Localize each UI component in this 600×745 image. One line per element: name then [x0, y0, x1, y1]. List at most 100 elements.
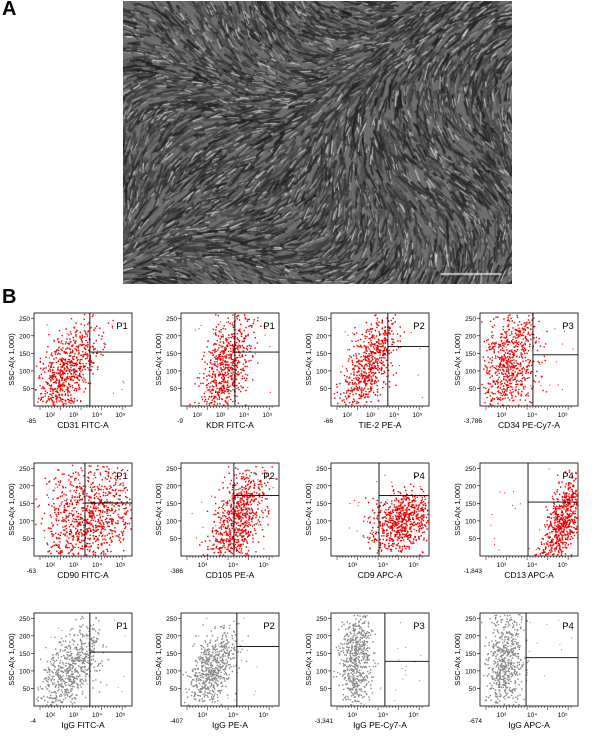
outlier-dot — [232, 644, 234, 646]
x-axis-label: IgG FITC-A — [61, 720, 105, 730]
dot-cloud — [362, 476, 430, 557]
x-tick-label: 10⁴ — [378, 562, 388, 569]
outlier-dot — [73, 681, 75, 683]
cell-culture-micrograph — [123, 1, 512, 284]
outlier-dot — [123, 676, 125, 678]
outlier-dot — [559, 644, 561, 646]
outlier-dot — [554, 328, 556, 330]
outlier-dot — [391, 512, 393, 514]
outlier-dot — [357, 505, 359, 507]
x-tick-label: 10² — [193, 412, 203, 419]
outlier-dot — [561, 343, 563, 345]
outlier-dot — [253, 321, 255, 323]
outlier-dot — [269, 345, 271, 347]
outlier-dot — [497, 356, 499, 358]
x-tick-label: 10⁵ — [558, 712, 568, 719]
outlier-dot — [505, 371, 507, 373]
panel-b-label: B — [2, 286, 17, 308]
outlier-dot — [78, 479, 80, 481]
outlier-dot — [514, 508, 516, 510]
outlier-dot — [357, 361, 359, 363]
x-tick-label: 10² — [46, 712, 56, 719]
x-axis-label: CD9 APC-A — [358, 570, 403, 580]
outlier-dot — [105, 684, 107, 686]
x-tick-label: 10⁵ — [409, 712, 419, 719]
outlier-dot — [269, 391, 271, 393]
outlier-dot — [500, 394, 502, 396]
outlier-dot — [214, 692, 216, 694]
outlier-dot — [526, 333, 528, 335]
y-axis-label: SSC-A(x 1,000) — [453, 483, 462, 536]
x-tick-label: 10⁵ — [558, 562, 568, 569]
plot-frame — [479, 312, 579, 407]
x-axis-label: TIE-2 PE-A — [359, 420, 402, 430]
y-tick-label: 250 — [316, 316, 327, 323]
outlier-dot — [53, 339, 55, 341]
outlier-dot — [367, 622, 369, 624]
outlier-dot — [504, 492, 506, 494]
outlier-dot — [374, 512, 376, 514]
outlier-dot — [370, 630, 372, 632]
outlier-dot — [380, 687, 382, 689]
outlier-dot — [490, 335, 492, 337]
outlier-dot — [347, 388, 349, 390]
y-tick-label: 150 — [465, 651, 476, 658]
outlier-dot — [109, 533, 111, 535]
y-tick-label: 200 — [19, 333, 30, 340]
y-tick-label: 200 — [166, 633, 177, 640]
outlier-dot — [423, 539, 425, 541]
outlier-dot — [420, 486, 422, 488]
outlier-dot — [97, 350, 99, 352]
outlier-dot — [123, 382, 125, 384]
outlier-dot — [356, 530, 358, 532]
outlier-dot — [48, 357, 50, 359]
dot-cloud — [481, 614, 530, 707]
outlier-dot — [528, 651, 530, 653]
dot-cloud — [534, 469, 579, 557]
outlier-dot — [547, 533, 549, 535]
event-dots — [36, 615, 110, 707]
outlier-dot — [206, 617, 208, 619]
outlier-dot — [238, 501, 240, 503]
y-tick-label: 50 — [23, 386, 31, 393]
x-tick-label: 10⁵ — [115, 712, 125, 719]
flow-cytometry-grid: 50 100 150 200 250 10² 10³ 10⁴ 10⁵ -85 CD31 FITC-A… — [7, 312, 579, 730]
outlier-dot — [528, 547, 530, 549]
y-tick-label: 50 — [320, 386, 328, 393]
outlier-dot — [221, 347, 223, 349]
outlier-dot — [220, 321, 222, 323]
x-min-label: -9 — [177, 418, 183, 425]
outlier-dot — [353, 678, 355, 680]
plot-frame — [479, 462, 579, 557]
outlier-dot — [236, 388, 238, 390]
outlier-dot — [247, 521, 249, 523]
y-tick-label: 50 — [469, 386, 477, 393]
gate-label: P2 — [413, 321, 425, 332]
x-tick-label: 10⁴ — [527, 562, 537, 569]
plot-frame — [330, 612, 430, 707]
outlier-dot — [94, 497, 96, 499]
outlier-dot — [405, 665, 407, 667]
y-tick-label: 250 — [166, 616, 177, 623]
outlier-dot — [491, 513, 493, 515]
y-tick-label: 150 — [166, 351, 177, 358]
outlier-dot — [394, 700, 396, 702]
outlier-dot — [50, 636, 52, 638]
outlier-dot — [198, 328, 200, 330]
outlier-dot — [565, 623, 567, 625]
x-tick-label: 10² — [46, 412, 56, 419]
outlier-dot — [246, 488, 248, 490]
outlier-dot — [200, 325, 202, 327]
outlier-dot — [364, 387, 366, 389]
outlier-dot — [215, 525, 217, 527]
outlier-dot — [214, 649, 216, 651]
x-tick-label: 10⁴ — [92, 412, 102, 419]
outlier-dot — [552, 495, 554, 497]
outlier-dot — [363, 373, 365, 375]
x-tick-label: 10⁵ — [412, 412, 422, 419]
outlier-dot — [401, 668, 403, 670]
outlier-dot — [252, 512, 254, 514]
outlier-dot — [365, 376, 367, 378]
x-tick-label: 10³ — [198, 712, 208, 719]
outlier-dot — [241, 659, 243, 661]
